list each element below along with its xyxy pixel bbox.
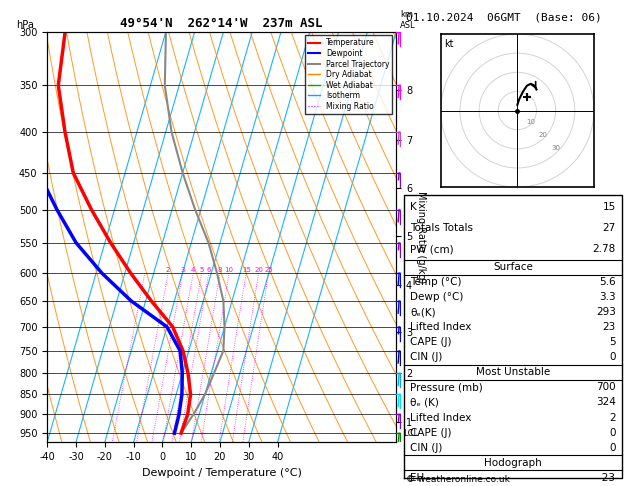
Text: 8: 8 [218, 267, 223, 273]
Text: PW (cm): PW (cm) [410, 244, 454, 254]
Text: 2: 2 [609, 413, 616, 422]
Text: 25: 25 [264, 267, 273, 273]
Text: 5: 5 [609, 337, 616, 347]
X-axis label: Dewpoint / Temperature (°C): Dewpoint / Temperature (°C) [142, 468, 302, 478]
Y-axis label: Mixing Ratio (g/kg): Mixing Ratio (g/kg) [416, 191, 426, 283]
Text: 0: 0 [609, 352, 616, 363]
Text: 15: 15 [603, 202, 616, 212]
Text: Lifted Index: Lifted Index [410, 322, 472, 332]
Text: 01.10.2024  06GMT  (Base: 06): 01.10.2024 06GMT (Base: 06) [406, 12, 601, 22]
Text: LCL: LCL [403, 429, 418, 438]
Text: 2.78: 2.78 [593, 244, 616, 254]
Text: hPa: hPa [16, 19, 33, 30]
Text: CAPE (J): CAPE (J) [410, 428, 452, 437]
Text: θₑ (K): θₑ (K) [410, 398, 439, 407]
Text: EH: EH [410, 473, 425, 483]
Text: 293: 293 [596, 307, 616, 317]
Text: CIN (J): CIN (J) [410, 352, 443, 363]
Text: 5.6: 5.6 [599, 277, 616, 287]
Text: 27: 27 [603, 223, 616, 233]
Text: 3: 3 [181, 267, 185, 273]
Text: Dewp (°C): Dewp (°C) [410, 292, 464, 302]
Text: 30: 30 [552, 145, 561, 151]
Text: 2: 2 [166, 267, 170, 273]
Text: Totals Totals: Totals Totals [410, 223, 473, 233]
Text: 0: 0 [609, 428, 616, 437]
Text: 10: 10 [225, 267, 234, 273]
Text: 20: 20 [254, 267, 263, 273]
Text: Lifted Index: Lifted Index [410, 413, 472, 422]
Text: K: K [410, 202, 417, 212]
Text: CIN (J): CIN (J) [410, 443, 443, 452]
Text: Hodograph: Hodograph [484, 458, 542, 468]
Text: Surface: Surface [493, 262, 533, 272]
Text: 4: 4 [191, 267, 196, 273]
Text: 23: 23 [603, 322, 616, 332]
Text: 15: 15 [242, 267, 250, 273]
Text: CAPE (J): CAPE (J) [410, 337, 452, 347]
Text: 20: 20 [539, 132, 548, 138]
Title: 49°54'N  262°14'W  237m ASL: 49°54'N 262°14'W 237m ASL [121, 17, 323, 31]
Text: 10: 10 [526, 119, 535, 124]
Text: 700: 700 [596, 382, 616, 393]
Text: © weatheronline.co.uk: © weatheronline.co.uk [406, 474, 509, 484]
Legend: Temperature, Dewpoint, Parcel Trajectory, Dry Adiabat, Wet Adiabat, Isotherm, Mi: Temperature, Dewpoint, Parcel Trajectory… [305, 35, 392, 114]
Text: Temp (°C): Temp (°C) [410, 277, 462, 287]
Text: km
ASL: km ASL [400, 10, 415, 30]
Text: -23: -23 [599, 473, 616, 483]
Text: Pressure (mb): Pressure (mb) [410, 382, 483, 393]
Text: 324: 324 [596, 398, 616, 407]
Text: 0: 0 [609, 443, 616, 452]
Text: 3.3: 3.3 [599, 292, 616, 302]
Text: θₑ(K): θₑ(K) [410, 307, 436, 317]
Text: 5: 5 [199, 267, 204, 273]
Text: Most Unstable: Most Unstable [476, 367, 550, 378]
Text: kt: kt [444, 38, 454, 49]
Text: 6: 6 [206, 267, 211, 273]
